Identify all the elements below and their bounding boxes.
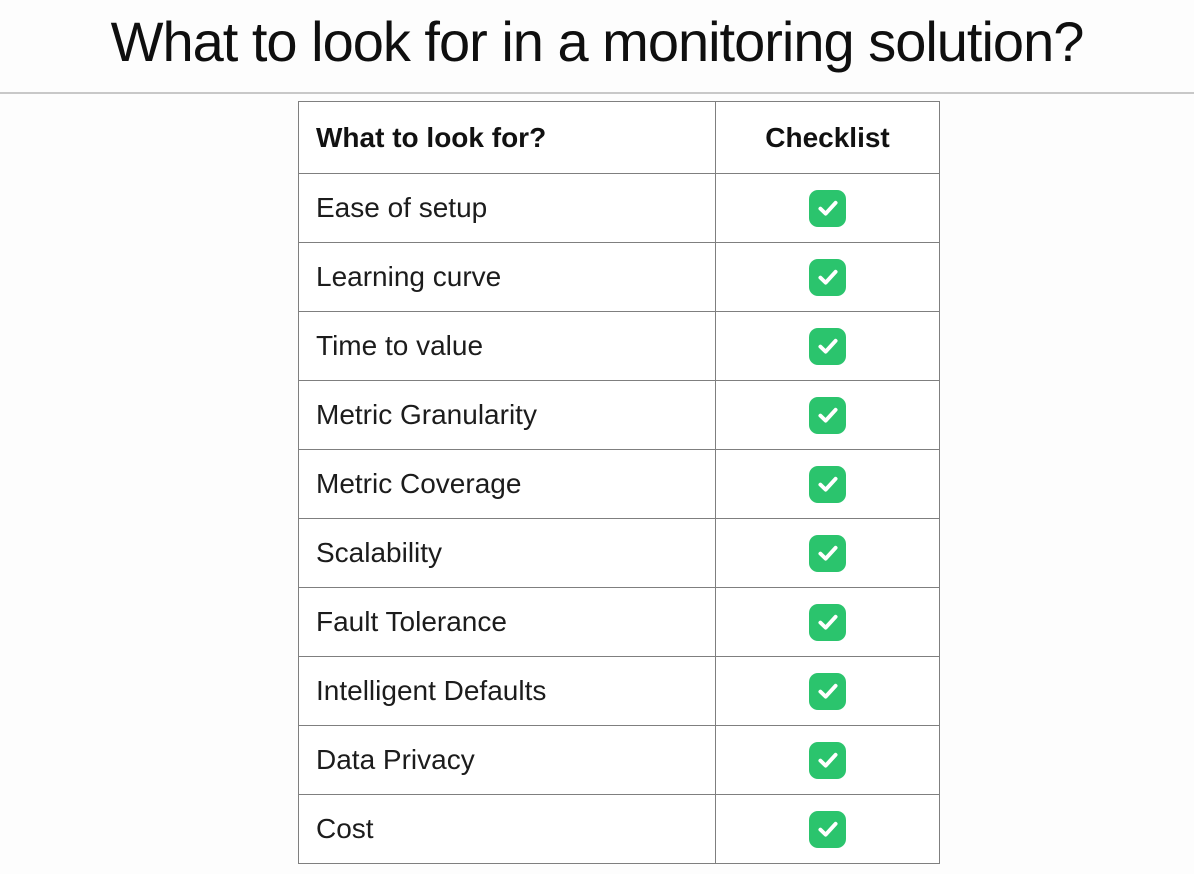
criterion-label: Time to value [298, 311, 716, 381]
check-icon [809, 741, 846, 779]
column-header-checklist: Checklist [715, 101, 940, 174]
criterion-label: Data Privacy [298, 725, 716, 795]
table-row: Time to value [298, 311, 940, 381]
checklist-table-body: Ease of setup Learning curve Time to val… [298, 173, 940, 864]
checklist-table-head: What to look for? Checklist [298, 101, 940, 174]
criterion-label: Metric Granularity [298, 380, 716, 450]
criterion-label: Metric Coverage [298, 449, 716, 519]
table-row: Metric Coverage [298, 449, 940, 519]
criterion-label: Intelligent Defaults [298, 656, 716, 726]
criterion-label: Scalability [298, 518, 716, 588]
table-row: Intelligent Defaults [298, 656, 940, 726]
page-title: What to look for in a monitoring solutio… [110, 10, 1085, 73]
checklist-cell [715, 242, 940, 312]
checklist-cell [715, 311, 940, 381]
table-row: Fault Tolerance [298, 587, 940, 657]
checklist-cell [715, 518, 940, 588]
check-icon [809, 534, 846, 572]
title-divider [0, 92, 1194, 94]
check-icon [809, 465, 846, 503]
check-icon [809, 810, 846, 848]
checklist-cell [715, 725, 940, 795]
checklist-cell [715, 587, 940, 657]
criterion-label: Fault Tolerance [298, 587, 716, 657]
table-row: Scalability [298, 518, 940, 588]
check-icon [809, 189, 846, 227]
table-row: Metric Granularity [298, 380, 940, 450]
criterion-label: Learning curve [298, 242, 716, 312]
table-row: Learning curve [298, 242, 940, 312]
criterion-label: Ease of setup [298, 173, 716, 243]
checklist-cell [715, 449, 940, 519]
check-icon [809, 258, 846, 296]
checklist-cell [715, 173, 940, 243]
checklist-cell [715, 794, 940, 864]
criterion-label: Cost [298, 794, 716, 864]
table-row: Cost [298, 794, 940, 864]
check-icon [809, 396, 846, 434]
header-row: What to look for? Checklist [298, 101, 940, 174]
checklist-cell [715, 380, 940, 450]
check-icon [809, 672, 846, 710]
table-row: Ease of setup [298, 173, 940, 243]
check-icon [809, 603, 846, 641]
checklist-table: What to look for? Checklist Ease of setu… [298, 101, 940, 864]
table-row: Data Privacy [298, 725, 940, 795]
check-icon [809, 327, 846, 365]
checklist-cell [715, 656, 940, 726]
column-header-criteria: What to look for? [298, 101, 716, 174]
